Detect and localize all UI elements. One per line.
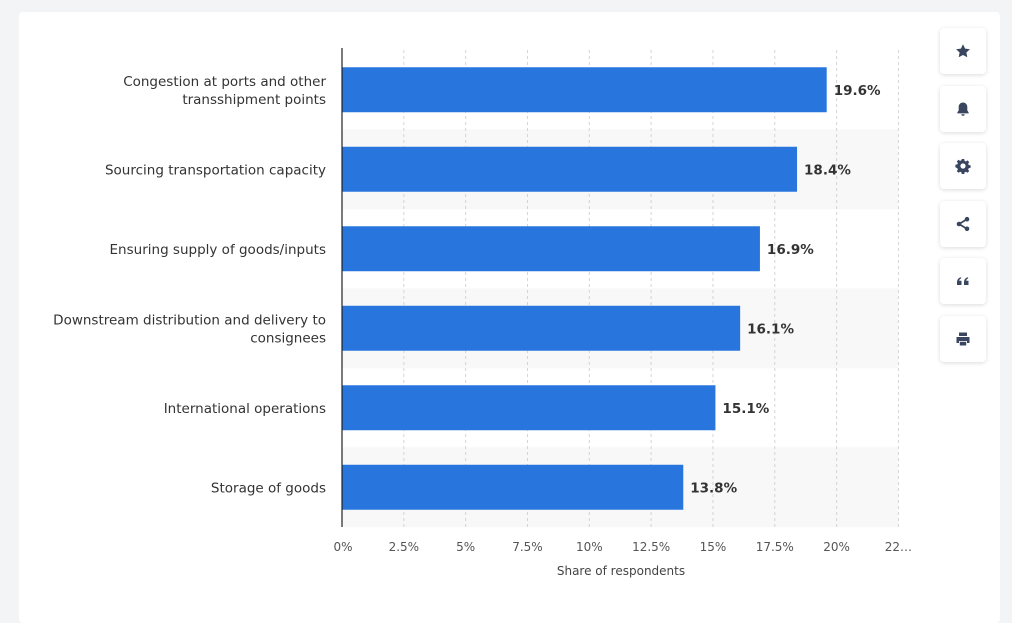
quote-icon	[957, 277, 969, 285]
bar	[342, 146, 798, 192]
bar	[342, 226, 760, 272]
x-tick-label: 2.5%	[389, 540, 420, 554]
category-label: Ensuring supply of goods/inputs	[110, 242, 326, 258]
x-tick-label: 12.5%	[632, 540, 670, 554]
x-tick-label: 0%	[333, 540, 352, 554]
x-tick-label: 7.5%	[512, 540, 543, 554]
star-icon	[956, 44, 970, 58]
print-button[interactable]	[940, 315, 986, 362]
data-label: 18.4%	[804, 162, 851, 178]
data-label: 19.6%	[834, 83, 881, 99]
chart-toolbar	[940, 28, 987, 373]
x-tick-label: 15%	[700, 540, 727, 554]
bar	[342, 67, 827, 113]
data-label: 16.9%	[767, 242, 814, 258]
settings-button[interactable]	[940, 143, 986, 189]
x-tick-label: 5%	[456, 540, 475, 554]
cite-button[interactable]	[940, 258, 986, 304]
data-label: 16.1%	[747, 321, 794, 337]
x-tick-label: 17.5%	[756, 540, 794, 554]
share-icon	[956, 216, 970, 231]
x-tick-label: 10%	[576, 540, 603, 554]
category-label: International operations	[164, 401, 326, 417]
x-tick-label: 22…	[885, 540, 912, 554]
category-label: Congestion at ports and other transshipme…	[123, 74, 326, 108]
category-label: Sourcing transportation capacity	[105, 162, 326, 178]
bar	[342, 464, 684, 510]
bar	[342, 385, 716, 431]
category-label: Downstream distribution and delivery to c…	[53, 312, 326, 346]
x-axis-title: Share of respondents	[557, 564, 685, 578]
gear-icon	[955, 159, 971, 174]
favorite-button[interactable]	[940, 28, 986, 74]
bell-icon	[957, 102, 969, 116]
printer-icon	[956, 332, 970, 345]
x-tick-label: 20%	[823, 540, 850, 554]
data-label: 13.8%	[690, 480, 737, 496]
notification-button[interactable]	[940, 85, 986, 132]
bar	[342, 305, 741, 351]
data-label: 15.1%	[722, 401, 769, 417]
category-label: Storage of goods	[211, 480, 326, 496]
share-button[interactable]	[940, 200, 986, 247]
